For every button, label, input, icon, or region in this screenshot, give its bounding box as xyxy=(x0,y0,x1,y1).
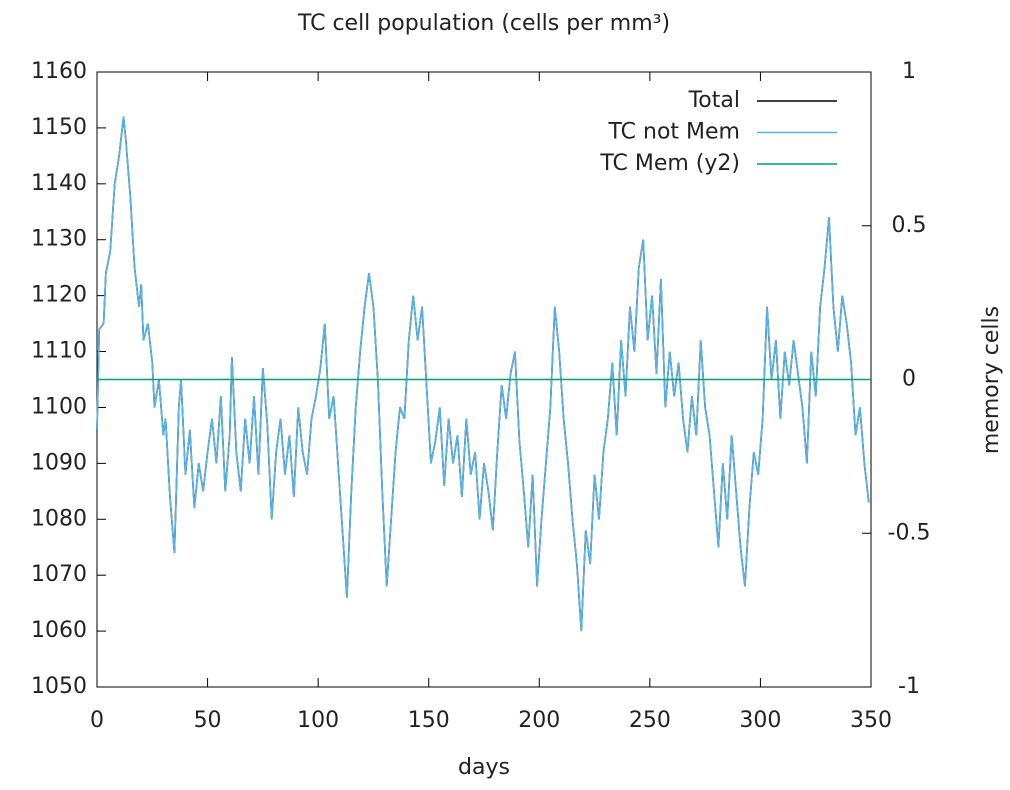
series-line xyxy=(96,116,870,632)
legend-label: TC not Mem xyxy=(608,120,740,145)
legend-label: TC Mem (y2) xyxy=(599,151,740,176)
y-tick-label: 1060 xyxy=(31,618,87,643)
y-tick-label: 1080 xyxy=(31,506,87,531)
y-tick-label: 1110 xyxy=(31,339,87,364)
y-tick-label: 1070 xyxy=(31,562,87,587)
x-tick-label: 350 xyxy=(850,708,892,733)
y-tick-label: 1150 xyxy=(31,115,87,140)
y-tick-label: 1120 xyxy=(31,283,87,308)
x-tick-label: 150 xyxy=(408,708,450,733)
y2-tick-label: 0 xyxy=(902,367,916,392)
series-line xyxy=(96,116,870,632)
x-tick-label: 300 xyxy=(739,708,781,733)
y-tick-label: 1050 xyxy=(31,674,87,699)
x-tick-label: 50 xyxy=(194,708,222,733)
y-tick-label: 1100 xyxy=(31,394,87,419)
y2-tick-label: 1 xyxy=(902,59,916,84)
y2-axis-label: memory cells xyxy=(979,306,1004,454)
x-axis-label: days xyxy=(458,755,510,780)
x-tick-label: 250 xyxy=(629,708,671,733)
y2-tick-label: 0.5 xyxy=(892,213,927,238)
x-tick-label: 200 xyxy=(518,708,560,733)
y2-tick-label: -1 xyxy=(898,674,920,699)
x-tick-label: 100 xyxy=(297,708,339,733)
x-tick-label: 0 xyxy=(90,708,104,733)
y-tick-label: 1160 xyxy=(31,59,87,84)
chart-title: TC cell population (cells per mm³) xyxy=(297,11,670,36)
y-tick-label: 1130 xyxy=(31,227,87,252)
y-tick-label: 1140 xyxy=(31,171,87,196)
y-tick-label: 1090 xyxy=(31,450,87,475)
legend-label: Total xyxy=(688,88,740,113)
y2-tick-label: -0.5 xyxy=(888,520,931,545)
